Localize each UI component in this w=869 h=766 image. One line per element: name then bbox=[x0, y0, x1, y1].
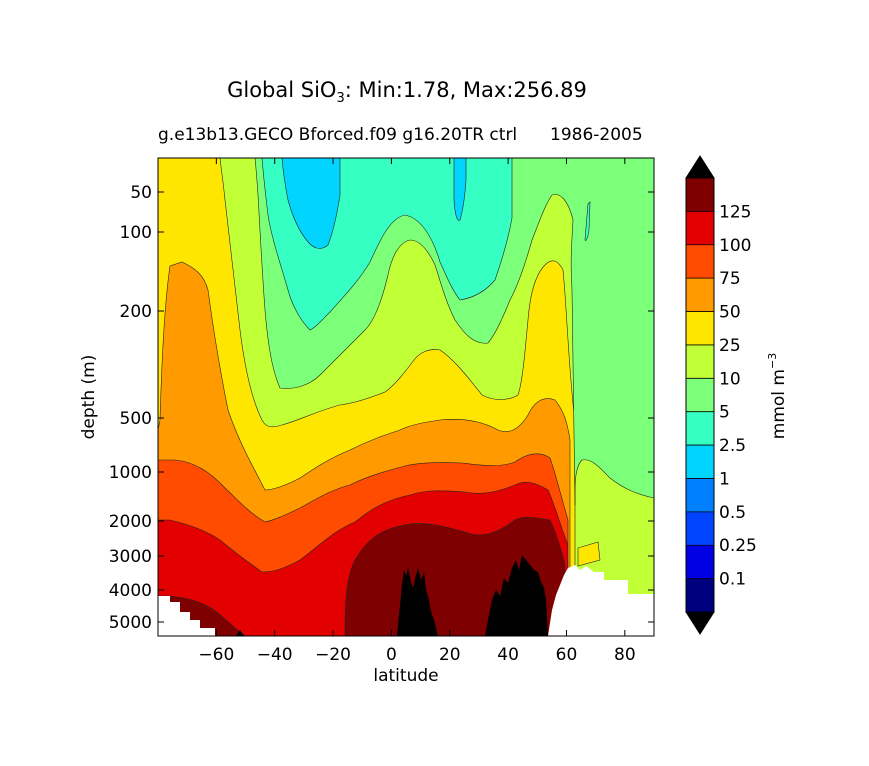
band-25-arctic-patch bbox=[577, 541, 601, 567]
band-1-south bbox=[281, 158, 341, 249]
colorbar-tick-label: 5 bbox=[719, 403, 730, 423]
colorbar-tick-label: 50 bbox=[719, 303, 741, 323]
y-tick-label: 50 bbox=[130, 183, 152, 203]
y-axis-label: depth (m) bbox=[79, 355, 99, 440]
colorbar-frame bbox=[685, 177, 715, 613]
colorbar-tick-label: 0.25 bbox=[719, 536, 757, 556]
x-tick-label: −20 bbox=[315, 645, 351, 665]
land-mask bbox=[236, 555, 548, 636]
colorbar-swatch bbox=[686, 344, 714, 379]
x-tick-label: 40 bbox=[497, 645, 519, 665]
y-tick-label: 3000 bbox=[109, 547, 152, 567]
colorbar-tick-label: 25 bbox=[719, 336, 741, 356]
colorbar-tick-label: 125 bbox=[719, 202, 751, 222]
colorbar-swatch bbox=[686, 411, 714, 446]
band-1-equator bbox=[453, 158, 467, 221]
colorbar-tick-label: 2.5 bbox=[719, 436, 746, 456]
colorbar-label: mmol m−3 bbox=[766, 353, 789, 439]
x-tick-label: −40 bbox=[257, 645, 293, 665]
chart-subtitle-years: 1986-2005 bbox=[550, 125, 643, 145]
y-tick-label: 100 bbox=[120, 223, 152, 243]
colorbar-tick-label: 75 bbox=[719, 269, 741, 289]
colorbar-swatch bbox=[686, 478, 714, 512]
y-tick-label: 5000 bbox=[109, 613, 152, 633]
y-tick-label: 500 bbox=[120, 409, 152, 429]
colorbar-swatch bbox=[686, 445, 714, 479]
x-tick-label: 0 bbox=[386, 645, 397, 665]
colorbar-swatch bbox=[686, 244, 714, 279]
contour-field bbox=[158, 158, 654, 636]
y-axis: 50 100 200 500 1000 2000 3000 4000 5000 bbox=[109, 183, 654, 633]
colorbar-tick-label: 100 bbox=[719, 236, 751, 256]
x-axis-label: latitude bbox=[373, 666, 438, 686]
colorbar-swatch bbox=[686, 278, 714, 312]
y-tick-label: 2000 bbox=[109, 512, 152, 532]
x-tick-label: 80 bbox=[614, 645, 636, 665]
colorbar-tick-label: 0.5 bbox=[719, 503, 746, 523]
x-axis: −60 −40 −20 0 20 40 60 80 bbox=[198, 158, 636, 665]
y-tick-label: 200 bbox=[120, 302, 152, 322]
colorbar-extend-min bbox=[685, 611, 715, 635]
colorbar-swatch bbox=[686, 311, 714, 345]
y-tick-label: 4000 bbox=[109, 581, 152, 601]
x-tick-label: 20 bbox=[439, 645, 461, 665]
x-tick-label: −60 bbox=[198, 645, 234, 665]
colorbar-swatch bbox=[686, 511, 714, 546]
colorbar-tick-label: 0.1 bbox=[719, 570, 746, 590]
colorbar-extend-max bbox=[685, 155, 715, 179]
colorbar-swatch bbox=[686, 378, 714, 412]
colorbar-tick-label: 1 bbox=[719, 469, 730, 489]
missing-southern bbox=[158, 596, 215, 636]
colorbar-tick-label: 10 bbox=[719, 369, 741, 389]
colorbar-swatch bbox=[686, 178, 714, 212]
x-tick-label: 60 bbox=[556, 645, 578, 665]
colorbar-swatch bbox=[686, 545, 714, 579]
colorbar-swatch bbox=[686, 578, 714, 612]
chart-title: Global SiO3: Min:1.78, Max:256.89 bbox=[227, 78, 587, 107]
colorbar: 0.1 0.25 0.5 1 2.5 5 10 25 50 75 100 125 bbox=[685, 155, 757, 635]
colorbar-swatch bbox=[686, 211, 714, 245]
y-tick-label: 1000 bbox=[109, 463, 152, 483]
missing-northern bbox=[548, 565, 654, 636]
plot-frame bbox=[157, 157, 655, 637]
chart-subtitle-case: g.e13b13.GECO Bforced.f09 g16.20TR ctrl bbox=[158, 125, 518, 145]
band-5-arctic-streak bbox=[584, 201, 591, 241]
